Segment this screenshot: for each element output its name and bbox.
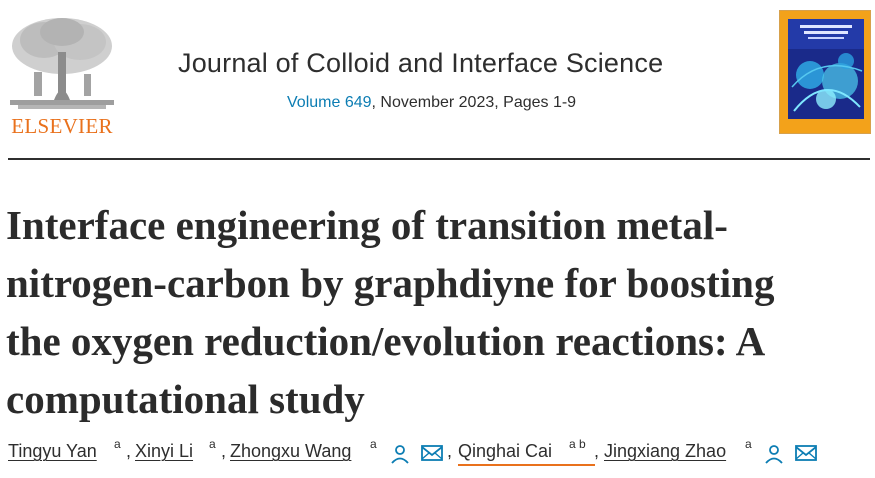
journal-title[interactable]: Journal of Colloid and Interface Science bbox=[178, 48, 664, 78]
title-line: Interface engineering of transition meta… bbox=[6, 202, 728, 248]
envelope-icon[interactable] bbox=[421, 444, 443, 462]
header-divider bbox=[8, 158, 870, 160]
person-icon[interactable] bbox=[764, 444, 784, 464]
title-line: computational study bbox=[6, 376, 365, 422]
journal-cover[interactable] bbox=[779, 10, 871, 134]
author-affiliation[interactable]: a b bbox=[569, 437, 586, 451]
author-link[interactable]: Xinyi Li bbox=[135, 441, 194, 461]
cover-image bbox=[780, 11, 870, 133]
article-header: ELSEVIER Journal of Colloid and Interfac… bbox=[0, 0, 875, 160]
person-icon[interactable] bbox=[390, 444, 410, 464]
tree-icon bbox=[10, 18, 114, 109]
author-list: Tingyu Yan a , Xinyi Li a , Zhongxu Wang… bbox=[8, 437, 868, 469]
publisher-name: ELSEVIER bbox=[11, 114, 113, 138]
author-link[interactable]: Qinghai Cai bbox=[458, 441, 553, 461]
author-separator: , bbox=[126, 441, 132, 461]
envelope-icon[interactable] bbox=[795, 444, 817, 462]
title-line: nitrogen-carbon by graphdiyne for boosti… bbox=[6, 260, 775, 306]
author-link[interactable]: Jingxiang Zhao bbox=[604, 441, 727, 461]
issue-info: Volume 649, November 2023, Pages 1-9 bbox=[287, 94, 576, 112]
author-affiliation[interactable]: a bbox=[370, 437, 377, 451]
author-link[interactable]: Zhongxu Wang bbox=[230, 441, 352, 461]
author-link[interactable]: Tingyu Yan bbox=[8, 441, 97, 461]
volume-link[interactable]: Volume 649 bbox=[287, 94, 372, 111]
author-affiliation[interactable]: a bbox=[114, 437, 121, 451]
author-separator: , bbox=[221, 441, 227, 461]
title-line: the oxygen reduction/evolution reactions… bbox=[6, 318, 766, 364]
author-highlight-underline bbox=[458, 464, 595, 466]
issue-details: , November 2023, Pages 1-9 bbox=[371, 94, 577, 111]
author-affiliation[interactable]: a bbox=[209, 437, 216, 451]
author-separator: , bbox=[447, 441, 453, 461]
publisher-logo[interactable]: ELSEVIER bbox=[4, 10, 120, 138]
article-title: Interface engineering of transition meta… bbox=[6, 196, 866, 428]
author-affiliation[interactable]: a bbox=[745, 437, 752, 451]
author-separator: , bbox=[594, 441, 600, 461]
